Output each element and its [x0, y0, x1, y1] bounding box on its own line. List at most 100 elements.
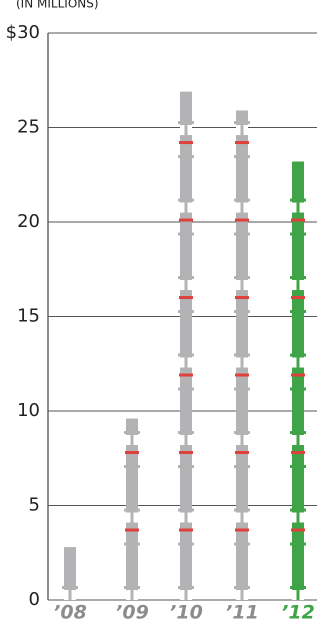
- x-tick-label: ’11: [225, 602, 259, 624]
- flange: [178, 121, 194, 124]
- needle: [297, 358, 300, 368]
- red-band: [235, 141, 249, 144]
- flange: [234, 509, 250, 512]
- red-band: [291, 374, 305, 377]
- grip: [178, 388, 194, 391]
- y-tick-label: $30: [6, 22, 40, 43]
- grip: [290, 465, 306, 468]
- red-band: [179, 296, 193, 299]
- grip: [234, 543, 250, 546]
- x-tick-label: ’09: [115, 602, 149, 624]
- needle: [185, 590, 188, 600]
- flange: [124, 586, 140, 589]
- grip: [234, 155, 250, 158]
- needle: [185, 280, 188, 290]
- flange: [234, 431, 250, 434]
- needle: [185, 358, 188, 368]
- needle: [297, 203, 300, 213]
- needle: [241, 358, 244, 368]
- grip: [178, 310, 194, 313]
- needle: [297, 590, 300, 600]
- flange: [234, 354, 250, 357]
- red-band: [179, 374, 193, 377]
- grip: [178, 233, 194, 236]
- grip: [290, 388, 306, 391]
- red-band: [235, 219, 249, 222]
- y-tick-label: 25: [17, 117, 40, 138]
- y-tick-label: 10: [17, 400, 40, 421]
- needle: [241, 590, 244, 600]
- needle: [241, 513, 244, 523]
- needle: [131, 435, 134, 445]
- flange: [290, 199, 306, 202]
- grip: [178, 155, 194, 158]
- chart-subtitle: (IN MILLIONS): [16, 0, 99, 11]
- needle: [297, 435, 300, 445]
- needle: [241, 125, 244, 135]
- grip: [290, 233, 306, 236]
- flange: [290, 431, 306, 434]
- red-band: [125, 529, 139, 532]
- flange: [178, 586, 194, 589]
- needle: [241, 435, 244, 445]
- red-band: [235, 529, 249, 532]
- flange: [178, 199, 194, 202]
- red-band: [179, 451, 193, 454]
- chart: (IN MILLIONS) 0510152025$30’08’09’10’11’…: [0, 0, 317, 626]
- grip: [124, 543, 140, 546]
- x-tick-label: ’10: [169, 602, 203, 624]
- flange: [124, 431, 140, 434]
- grip: [178, 465, 194, 468]
- flange: [234, 586, 250, 589]
- y-tick-label: 15: [17, 306, 40, 327]
- bar: [292, 162, 304, 600]
- needle: [185, 203, 188, 213]
- flange: [290, 586, 306, 589]
- flange: [234, 199, 250, 202]
- x-tick-label: ’08: [53, 602, 87, 624]
- y-tick-label: 5: [29, 495, 40, 516]
- flange: [178, 509, 194, 512]
- x-tick-label: ’12: [281, 602, 315, 624]
- grip: [234, 310, 250, 313]
- flange: [124, 509, 140, 512]
- needle: [69, 590, 72, 600]
- flange: [62, 586, 78, 589]
- needle: [185, 513, 188, 523]
- needle: [185, 435, 188, 445]
- red-band: [235, 374, 249, 377]
- red-band: [235, 296, 249, 299]
- red-band: [179, 529, 193, 532]
- grip: [290, 310, 306, 313]
- red-band: [125, 451, 139, 454]
- flange: [178, 431, 194, 434]
- flange: [290, 276, 306, 279]
- grip: [234, 233, 250, 236]
- grip: [234, 388, 250, 391]
- red-band: [291, 451, 305, 454]
- grip: [234, 465, 250, 468]
- red-band: [291, 296, 305, 299]
- red-band: [235, 451, 249, 454]
- needle: [241, 203, 244, 213]
- grip: [124, 465, 140, 468]
- flange: [178, 276, 194, 279]
- needle: [241, 280, 244, 290]
- grip: [290, 543, 306, 546]
- red-band: [291, 219, 305, 222]
- flange: [290, 354, 306, 357]
- red-band: [179, 141, 193, 144]
- flange: [234, 121, 250, 124]
- needle: [131, 513, 134, 523]
- red-band: [179, 219, 193, 222]
- y-tick-label: 20: [17, 211, 40, 232]
- flange: [290, 509, 306, 512]
- flange: [234, 276, 250, 279]
- grip: [178, 543, 194, 546]
- needle: [131, 590, 134, 600]
- bar: [180, 92, 192, 600]
- flange: [178, 354, 194, 357]
- needle: [297, 280, 300, 290]
- red-band: [291, 529, 305, 532]
- needle: [297, 513, 300, 523]
